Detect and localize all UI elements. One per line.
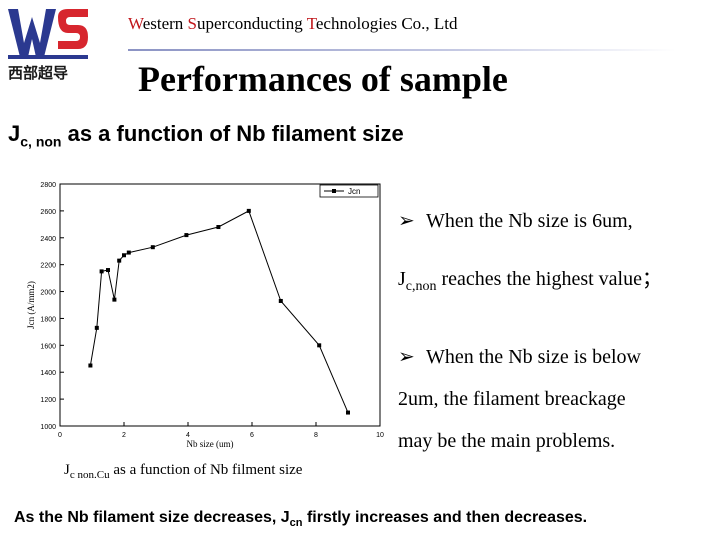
y-tick-label: 2400 [40,236,56,243]
bullet-2-line-1: ➢ When the Nb size is below [398,336,713,378]
data-point [112,297,117,302]
arrow-bullet-icon: ➢ [398,210,415,232]
data-point [184,233,189,238]
data-point [106,268,110,273]
chart-caption: Jc non.Cu as a function of Nb filment si… [64,462,303,481]
legend-marker [332,189,336,193]
plot-frame [59,183,381,427]
data-point [346,410,350,415]
data-point [126,250,131,255]
company-logo [6,5,90,61]
logo-w-shape [8,9,56,57]
y-tick-label: 2000 [40,290,56,297]
y-tick-label: 2200 [40,263,56,270]
y-tick-label: 1200 [40,397,56,404]
data-point [216,225,221,230]
arrow-bullet-icon: ➢ [398,346,415,368]
y-tick-label: 1600 [40,343,56,350]
data-point [122,253,126,258]
conclusion-text: As the Nb filament size decreases, Jcn f… [14,509,588,530]
x-tick-label: 2 [122,432,126,439]
x-tick-label: 6 [250,432,254,439]
slide-title: Performances of sample [138,59,508,99]
x-axis-label: Nb size (um) [187,439,234,449]
bullet-2-line-2: 2um, the filament breackage [398,388,626,410]
y-tick-label: 2800 [40,182,56,189]
y-tick-label: 1400 [40,370,56,377]
y-axis-label: Jcn (A/mm2) [26,281,36,329]
x-tick-label: 4 [186,432,190,439]
y-tick-label: 1800 [40,316,56,323]
legend-label: Jcn [348,187,360,196]
data-point [317,343,322,348]
y-tick-label: 2600 [40,209,56,216]
series-line-jcn [89,210,349,413]
bullet-2-line-3: may be the main problems. [398,430,616,452]
jcn-line-chart: 1000 1200 1400 1600 1800 2000 2200 2400 2600 2800… [26,182,384,449]
x-tick-label: 10 [376,432,384,439]
bullet-1-line-2: Jc,non reaches the highest value； [398,268,662,294]
data-point [99,269,104,274]
x-tick-label: 8 [314,432,318,439]
data-point [246,208,251,213]
company-name: Western Superconducting Technologies Co.… [128,14,458,33]
data-point [117,258,122,263]
bullet-list: ➢ When the Nb size is 6um, Jc,non reaches… [398,200,713,462]
data-point [150,245,155,250]
logo-bar [8,55,88,59]
data-point [88,363,93,368]
header-divider [128,49,676,51]
data-point [278,298,283,303]
x-tick-label: 0 [58,432,62,439]
logo-s-shape [58,9,88,49]
subheading: Jc, non as a function of Nb filament siz… [8,121,404,150]
logo-chinese-text: 西部超导 [8,64,69,82]
legend-box [319,184,379,198]
y-tick-label: 1000 [40,424,56,431]
data-point [94,325,99,330]
bullet-1-line-1: ➢ When the Nb size is 6um, [398,200,713,242]
